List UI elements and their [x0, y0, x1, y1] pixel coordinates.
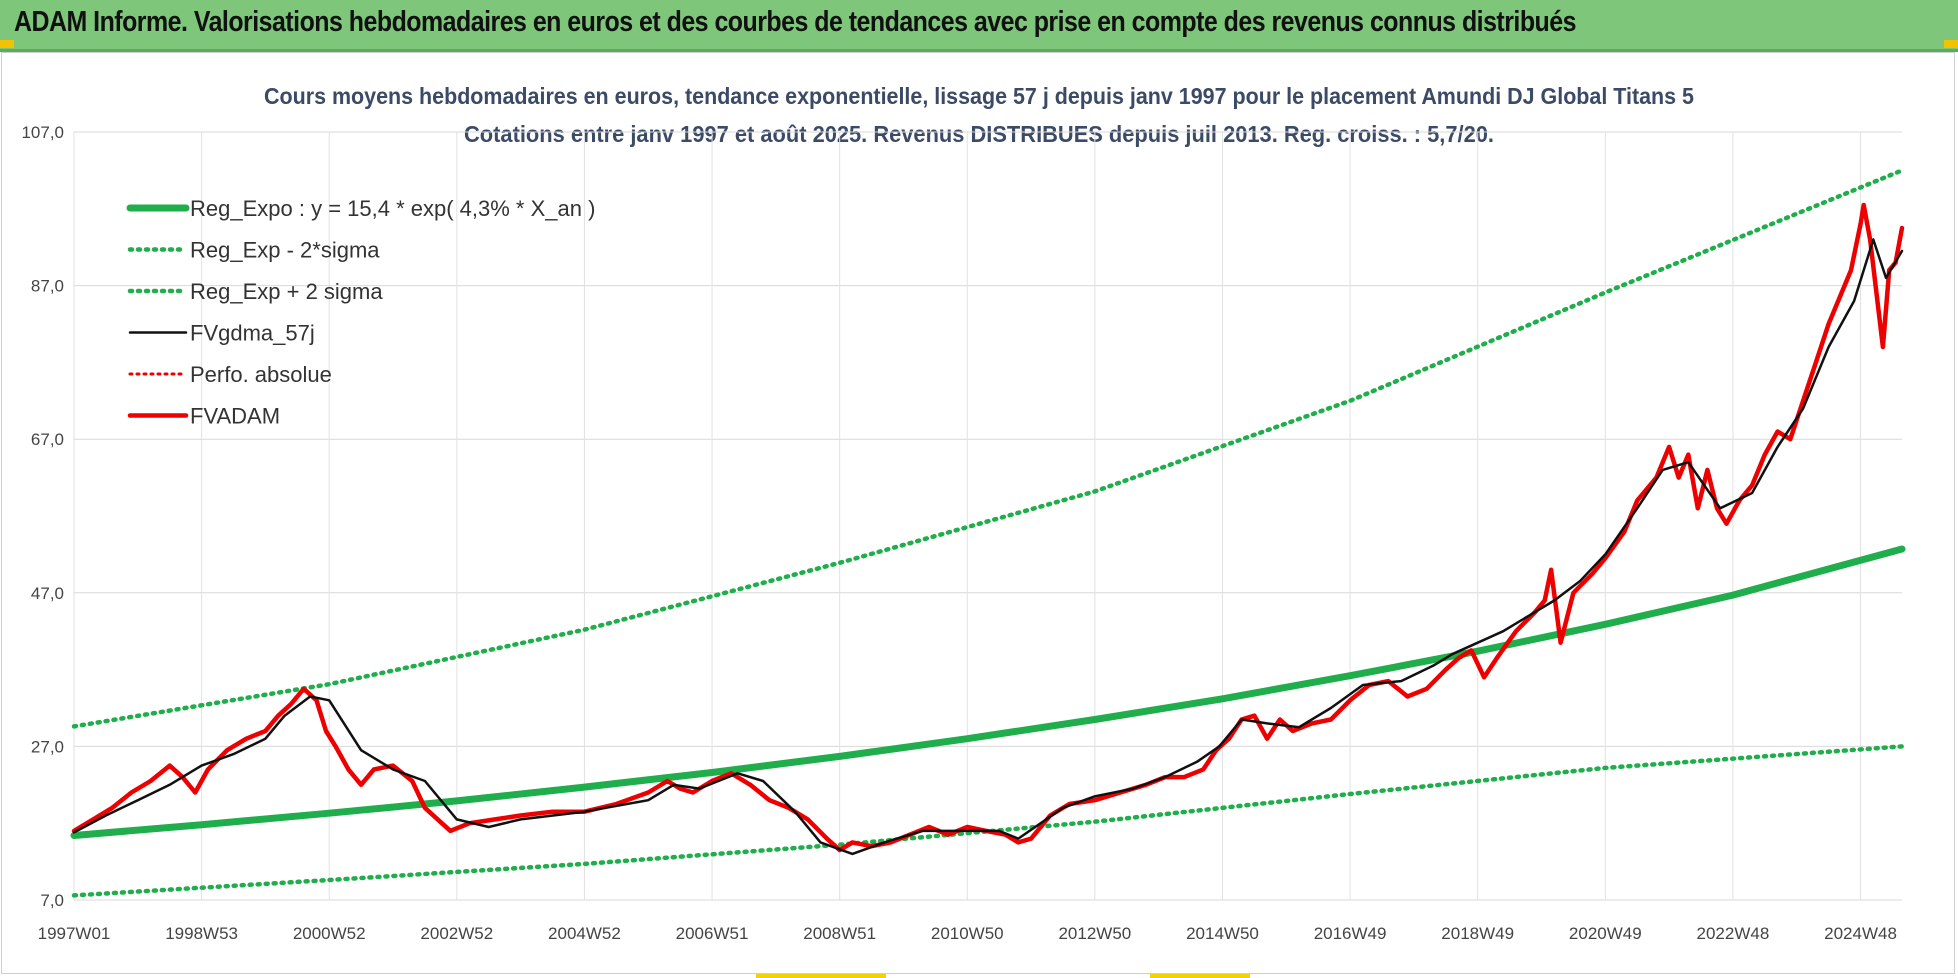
x-tick-label: 2018W49: [1441, 924, 1514, 943]
legend: Reg_Expo : y = 15,4 * exp( 4,3% * X_an )…: [126, 196, 595, 429]
x-tick-label: 2024W48: [1824, 924, 1897, 943]
y-tick-label: 67,0: [31, 430, 64, 449]
axis-labels: 7,0 27,0 47,0 67,0 87,0 107,0 1997W01 1998W53 20…: [21, 123, 1896, 943]
x-tick-label: 2006W51: [676, 924, 749, 943]
x-tick-label: 2004W52: [548, 924, 621, 943]
x-tick-label: 2016W49: [1314, 924, 1387, 943]
x-tick-label: 2020W49: [1569, 924, 1642, 943]
x-tick-label: 1998W53: [165, 924, 238, 943]
series-line-1: [71, 744, 1905, 898]
y-tick-label: 7,0: [40, 891, 64, 910]
legend-label: FVgdma_57j: [190, 321, 315, 346]
legend-label: Reg_Exp - 2*sigma: [190, 238, 380, 263]
x-tick-label: 2002W52: [420, 924, 493, 943]
y-tick-label: 87,0: [31, 277, 64, 296]
y-tick-label: 107,0: [21, 123, 64, 142]
series-line-2: [71, 168, 1905, 729]
x-tick-label: 2012W50: [1058, 924, 1131, 943]
header-banner: ADAM Informe. Valorisations hebdomadaire…: [0, 0, 1958, 52]
legend-label: Reg_Expo : y = 15,4 * exp( 4,3% * X_an ): [190, 196, 595, 221]
bottom-marker: [756, 974, 886, 978]
y-tick-label: 27,0: [31, 737, 64, 756]
page-title: ADAM Informe. Valorisations hebdomadaire…: [14, 6, 1576, 38]
series-line-3: [72, 238, 1904, 856]
bottom-marker: [1150, 974, 1250, 978]
x-tick-label: 1997W01: [38, 924, 111, 943]
corner-marker-left: [0, 40, 14, 48]
x-tick-label: 2010W50: [931, 924, 1004, 943]
x-tick-label: 2022W48: [1697, 924, 1770, 943]
chart-title: Cours moyens hebdomadaires en euros, ten…: [264, 83, 1694, 109]
series-line-0: [70, 545, 1906, 839]
corner-marker-right: [1944, 40, 1958, 48]
x-tick-label: 2000W52: [293, 924, 366, 943]
legend-label: Perfo. absolue: [190, 362, 332, 387]
legend-label: Reg_Exp + 2 sigma: [190, 279, 383, 304]
x-tick-label: 2008W51: [803, 924, 876, 943]
x-tick-label: 2014W50: [1186, 924, 1259, 943]
grid: [73, 131, 1902, 901]
series-layer: [70, 168, 1906, 898]
legend-label: FVADAM: [190, 404, 280, 429]
chart-subtitle: Cotations entre janv 1997 et août 2025. …: [464, 121, 1494, 147]
y-tick-label: 47,0: [31, 584, 64, 603]
chart-frame: [1, 52, 1955, 974]
